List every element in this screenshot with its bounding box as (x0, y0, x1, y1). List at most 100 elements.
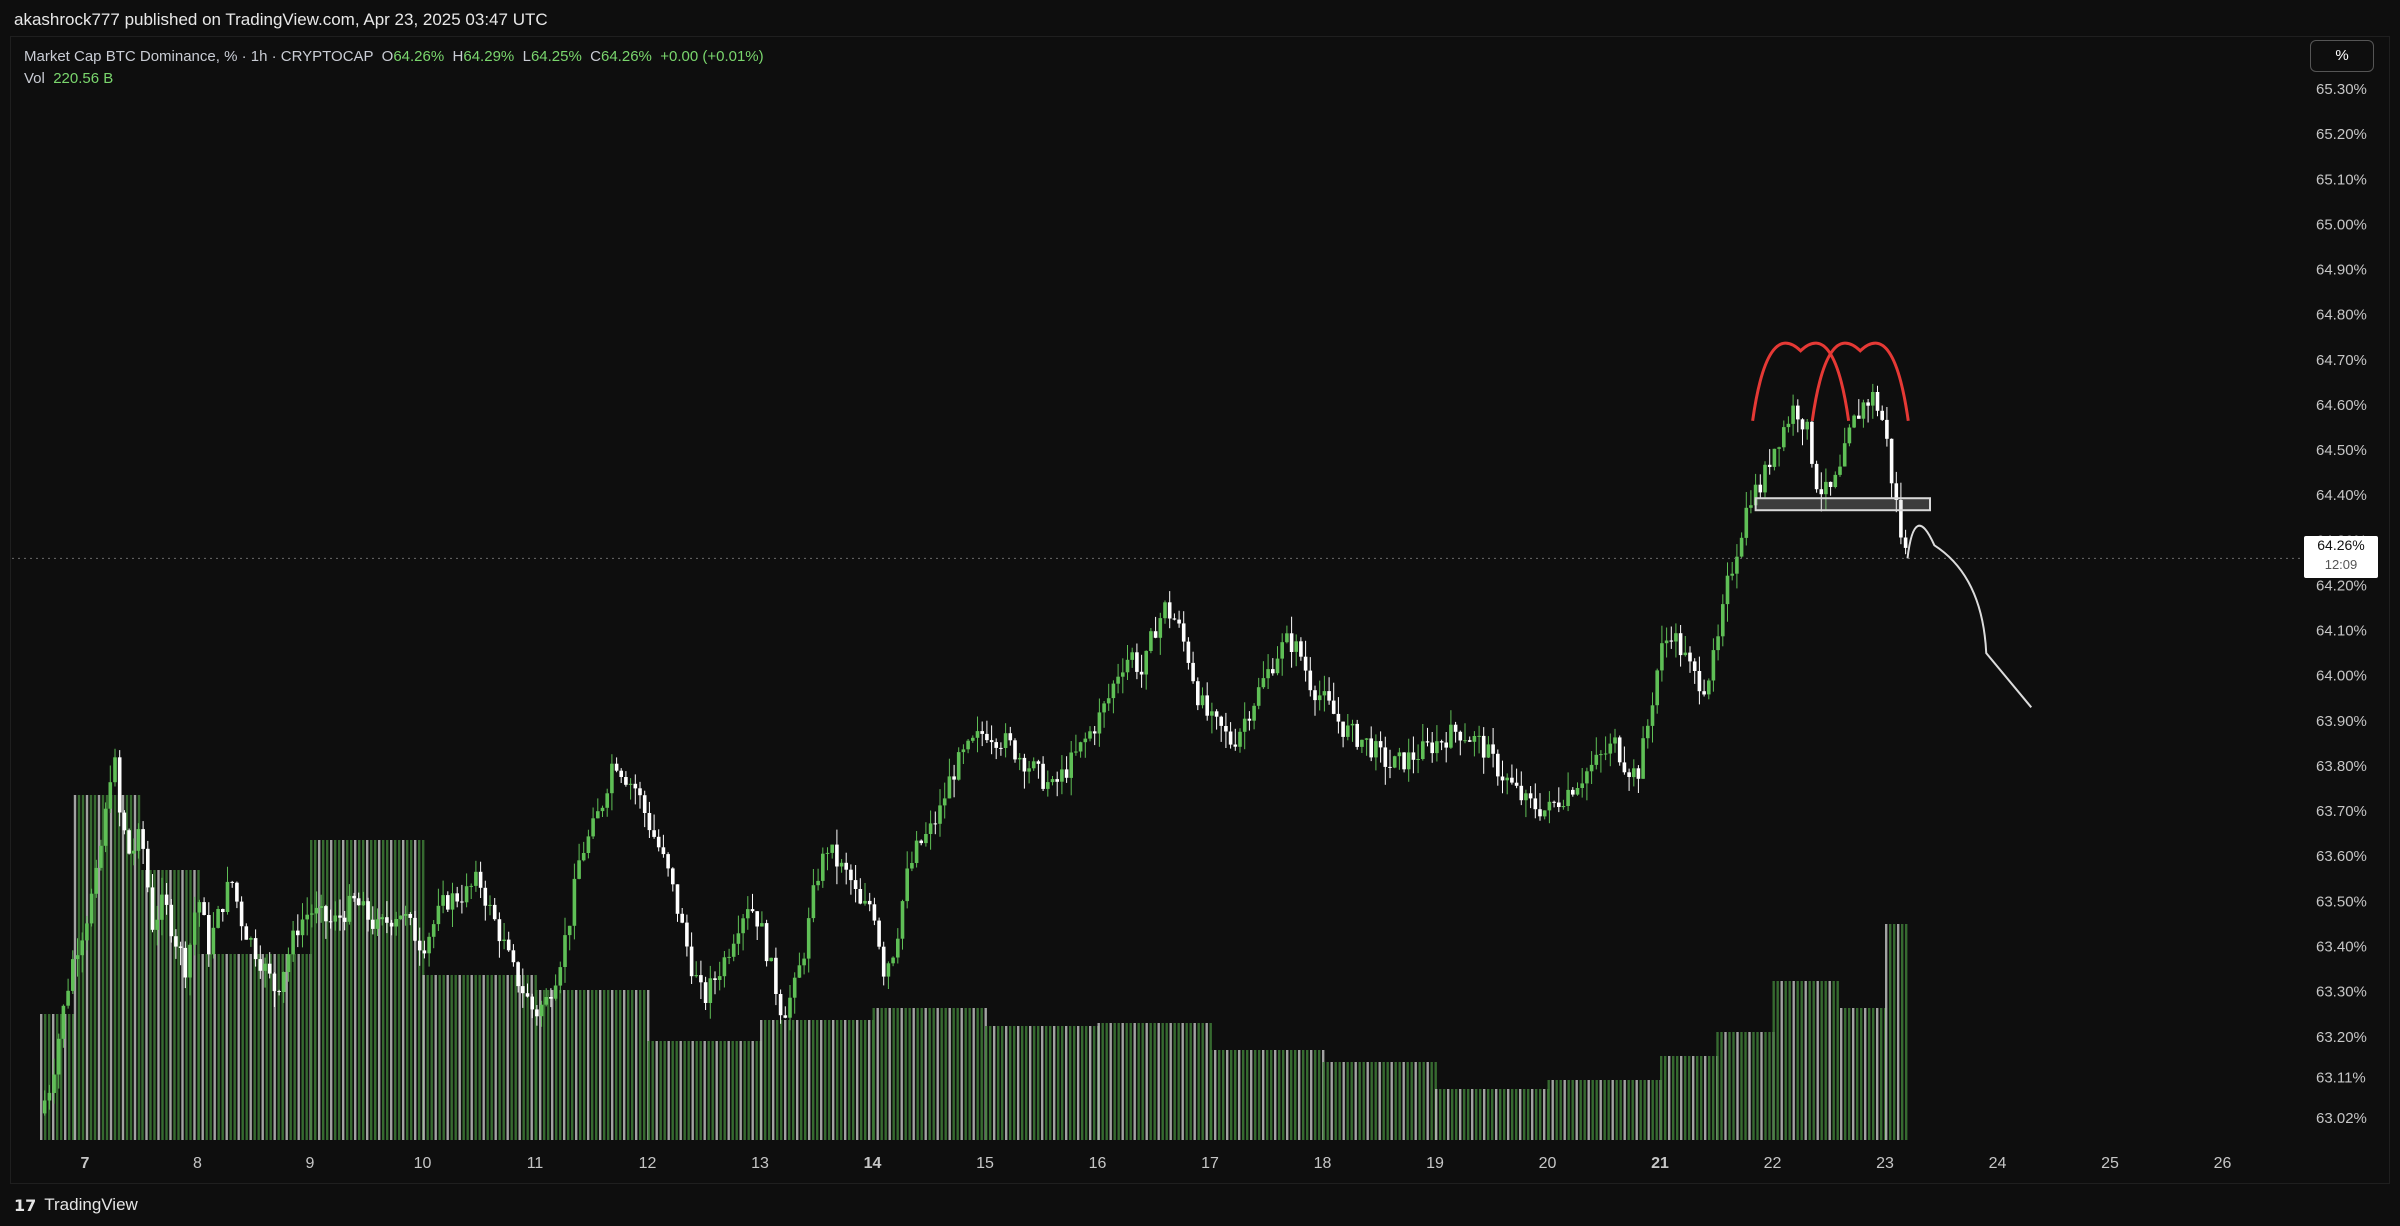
candle-body (178, 946, 183, 948)
double-top-arc (1810, 341, 1910, 421)
volume-bar (1543, 1089, 1546, 1140)
volume-bar (1298, 1050, 1301, 1140)
volume-bar (245, 954, 248, 1140)
candle-body (703, 982, 708, 1003)
volume-bar (1173, 1023, 1176, 1140)
candle-body (1453, 724, 1458, 732)
candle-body (1036, 761, 1041, 764)
volume-bar (948, 1008, 951, 1140)
candle-body (1111, 683, 1116, 699)
candle-body (85, 923, 89, 941)
candle-body (891, 957, 895, 964)
volume-bar (1238, 1050, 1241, 1140)
candle-body (183, 947, 188, 978)
candle-body (1435, 741, 1439, 754)
volume-bar (149, 870, 152, 1140)
volume-bar (583, 990, 586, 1140)
candle-body (1013, 740, 1017, 760)
volume-bar (1185, 1023, 1188, 1140)
candle-body (71, 959, 75, 991)
volume-bar (691, 1041, 694, 1140)
volume-bar (1435, 1089, 1438, 1140)
candle-body (385, 917, 389, 923)
candle-body (1594, 754, 1599, 765)
candle-body (1510, 777, 1514, 783)
volume-bar (844, 1020, 847, 1140)
candle-body (577, 860, 581, 879)
volume-bar (800, 1020, 803, 1140)
candle-body (103, 808, 108, 846)
candle-body (1289, 633, 1294, 652)
volume-bar (1820, 981, 1823, 1140)
volume-bar (346, 840, 349, 1140)
volume-bar (687, 1041, 690, 1140)
candle-body (502, 939, 506, 941)
volume-bar (1326, 1062, 1329, 1140)
volume-bar (1551, 1080, 1554, 1140)
volume-bar (1037, 1026, 1040, 1140)
volume-bar (1097, 1023, 1100, 1140)
volume-bar (105, 795, 109, 1140)
candle-body (1828, 481, 1833, 487)
volume-bar (1752, 1032, 1755, 1140)
candle-body (1341, 721, 1345, 737)
candle-body (389, 922, 394, 927)
volume-bar (868, 1020, 871, 1140)
volume-bar (229, 954, 232, 1140)
volume-bar (1101, 1023, 1104, 1140)
volume-bar (354, 840, 357, 1140)
candle-body (1102, 703, 1106, 713)
candle-body (1017, 757, 1022, 760)
candle-body (1008, 733, 1013, 741)
candle-body (413, 917, 417, 941)
candle-body (1721, 604, 1725, 637)
volume-bar (1463, 1089, 1466, 1140)
volume-bar (1382, 1062, 1385, 1140)
percent-scale-button[interactable]: % (2310, 40, 2374, 72)
candle-body (1763, 464, 1767, 493)
volume-bar (1077, 1026, 1080, 1140)
candle-body (1589, 764, 1594, 772)
volume-bar (607, 990, 610, 1140)
candle-body (675, 884, 680, 914)
candle-body (1711, 650, 1716, 681)
volume-bar (1756, 1032, 1759, 1140)
volume-bar (1668, 1056, 1671, 1140)
candle-body (1421, 741, 1425, 759)
candle-body (1669, 640, 1674, 642)
candle-body (1355, 723, 1359, 747)
volume-bar (1704, 1056, 1707, 1140)
volume-bar (655, 1041, 658, 1140)
volume-bar (715, 1041, 718, 1140)
candle-body (1580, 783, 1584, 788)
x-tick-label: 18 (1314, 1155, 1332, 1172)
candle-body (155, 919, 159, 930)
candle-body (853, 880, 858, 889)
volume-bar (936, 1008, 939, 1140)
volume-bar (1129, 1023, 1132, 1140)
volume-bar (56, 1014, 59, 1140)
x-tick-label: 7 (81, 1155, 90, 1172)
candle-body (1308, 670, 1313, 691)
candle-body (1744, 507, 1749, 538)
y-tick-label: 65.00% (2316, 216, 2367, 233)
volume-bar (1398, 1062, 1401, 1140)
y-tick-label: 63.20% (2316, 1029, 2367, 1046)
candle-body (211, 927, 216, 955)
volume-bar (1467, 1089, 1470, 1140)
candle-body (150, 887, 155, 930)
candle-body (61, 1005, 66, 1039)
volume-bar (1069, 1026, 1072, 1140)
candle-body (1158, 618, 1163, 638)
volume-bar (121, 795, 125, 1140)
candle-body (1130, 652, 1134, 660)
volume-bar (563, 990, 566, 1140)
candle-body (1725, 575, 1730, 605)
volume-bar (695, 1041, 698, 1140)
candle-body (966, 740, 970, 750)
candle-body (492, 904, 497, 920)
legend-volume-label: Vol (24, 70, 45, 87)
volume-bar (864, 1020, 867, 1140)
candle-body (127, 830, 131, 854)
